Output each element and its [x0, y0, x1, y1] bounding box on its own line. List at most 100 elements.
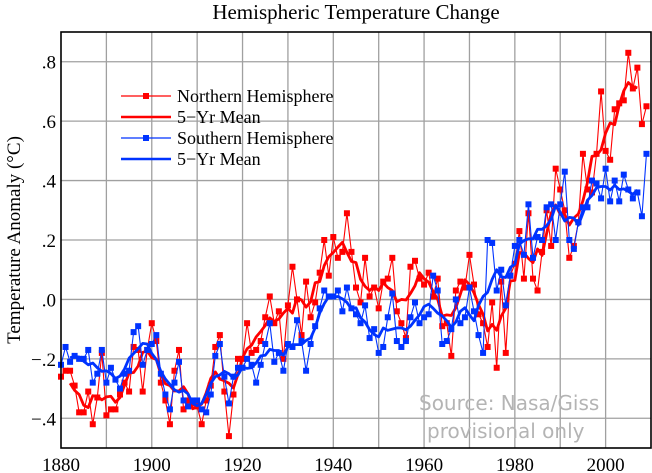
northern-data-point — [398, 320, 405, 327]
northern-data-point — [330, 234, 337, 241]
southern-data-point — [498, 266, 505, 273]
southern-data-point — [71, 352, 78, 359]
northern-data-point — [634, 64, 641, 71]
northern-data-point — [76, 409, 83, 416]
southern-data-point — [107, 364, 114, 371]
northern-data-point — [126, 388, 133, 395]
southern-data-point — [389, 290, 396, 297]
x-tick-label: 1880 — [42, 455, 80, 473]
southern-data-point — [384, 314, 391, 321]
northern-data-point — [452, 287, 459, 294]
southern-data-point — [98, 346, 105, 353]
southern-data-point — [616, 198, 623, 205]
southern-data-point — [579, 204, 586, 211]
northern-data-point — [384, 275, 391, 282]
northern-data-point — [303, 278, 310, 285]
northern-data-point — [393, 308, 400, 315]
northern-data-point — [307, 314, 314, 321]
x-tick-label: 2000 — [587, 455, 625, 473]
southern-data-point — [321, 287, 328, 294]
southern-data-point — [94, 370, 101, 377]
southern-data-point — [180, 397, 187, 404]
northern-data-point — [638, 121, 645, 128]
southern-data-point — [294, 317, 300, 324]
northern-data-point — [539, 248, 546, 255]
southern-data-point — [89, 379, 96, 386]
series-layer — [58, 49, 650, 440]
southern-data-point — [380, 343, 387, 350]
northern-data-point — [275, 308, 282, 315]
northern-data-point — [271, 320, 278, 327]
northern-data-point — [520, 275, 527, 282]
southern-data-point — [620, 171, 627, 178]
southern-data-point — [520, 251, 527, 258]
southern-data-point — [575, 219, 582, 226]
northern-data-point — [253, 346, 260, 353]
southern-data-point — [298, 338, 305, 345]
southern-data-point — [194, 397, 201, 404]
northern-data-point — [439, 323, 446, 330]
northern-data-point — [461, 284, 468, 291]
southern-data-point — [430, 272, 437, 279]
southern-data-point — [589, 177, 595, 184]
southern-data-point — [375, 349, 382, 356]
northern-data-point — [561, 207, 568, 214]
southern-data-point — [511, 242, 518, 249]
southern-data-point — [484, 237, 491, 243]
southern-data-point — [516, 237, 523, 243]
northern-data-point — [203, 397, 210, 404]
southern-data-point — [566, 237, 573, 243]
northern-data-point — [180, 406, 187, 413]
northern-data-point — [611, 106, 618, 113]
northern-data-point — [421, 281, 428, 288]
legend-label-northern-mean: 5−Yr Mean — [177, 107, 261, 127]
southern-data-point — [316, 305, 323, 312]
southern-data-point — [607, 198, 614, 205]
southern-data-point — [144, 346, 151, 353]
southern-data-point — [334, 287, 341, 294]
southern-data-point — [207, 391, 214, 398]
southern-data-point — [126, 367, 133, 374]
northern-data-point — [121, 379, 128, 386]
southern-data-point — [366, 335, 373, 342]
y-axis-ticks: −.4 −.2 .0 .2 .4 .6 .8 — [31, 53, 56, 431]
northern-data-point — [366, 293, 373, 300]
northern-data-point — [325, 272, 332, 279]
southern-data-point — [212, 352, 219, 359]
northern-data-point — [566, 254, 573, 261]
northern-data-point — [117, 391, 123, 398]
northern-data-point — [230, 391, 237, 398]
y-tick-label: .4 — [42, 172, 57, 193]
southern-data-point — [443, 338, 450, 345]
northern-data-point — [348, 248, 355, 255]
northern-data-point — [593, 150, 600, 157]
southern-data-point — [112, 376, 119, 383]
northern-data-point — [312, 299, 319, 306]
southern-data-point — [203, 409, 210, 416]
southern-data-point — [76, 355, 83, 362]
northern-data-point — [493, 364, 500, 371]
southern-data-point — [548, 201, 555, 208]
southern-data-point — [434, 287, 441, 294]
southern-data-point — [244, 355, 251, 362]
northern-data-point — [552, 165, 559, 172]
southern-data-point — [561, 168, 568, 175]
northern-data-point — [430, 293, 437, 300]
southern-data-point — [85, 346, 92, 353]
northern-data-point — [353, 284, 359, 291]
southern-data-point — [416, 320, 423, 327]
northern-data-point — [212, 343, 219, 350]
southern-data-point — [135, 323, 142, 330]
northern-data-point — [584, 186, 591, 193]
southern-annual-line — [60, 153, 648, 414]
y-tick-label: .8 — [42, 53, 56, 74]
northern-data-point — [557, 186, 564, 193]
northern-data-point — [407, 263, 414, 270]
northern-data-point — [284, 302, 291, 309]
southern-data-point — [303, 367, 310, 374]
northern-data-point — [239, 355, 246, 362]
northern-data-point — [198, 421, 205, 428]
southern-data-point — [543, 204, 550, 211]
northern-data-point — [343, 210, 350, 217]
grid — [61, 32, 651, 448]
